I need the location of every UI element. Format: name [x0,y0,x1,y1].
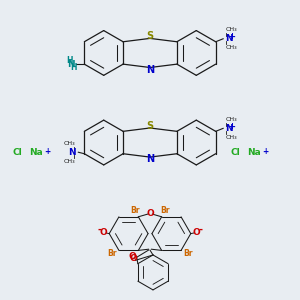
Text: O: O [129,252,136,261]
Text: O: O [130,254,137,263]
Text: -: - [199,224,203,234]
Text: +: + [262,147,268,156]
Text: CH₃: CH₃ [63,159,75,164]
Text: Na: Na [247,148,261,158]
Text: +: + [228,32,235,41]
Text: N: N [67,60,75,69]
Text: -: - [98,224,102,234]
Text: CH₃: CH₃ [225,45,237,50]
Text: Cl: Cl [13,148,22,158]
Text: N: N [68,148,75,157]
Text: CH₃: CH₃ [63,141,75,146]
Text: CH₃: CH₃ [225,27,237,32]
Text: Na: Na [29,148,43,158]
Text: N: N [146,154,154,164]
Text: O: O [192,228,200,237]
Text: Br: Br [183,249,192,258]
Text: O: O [100,228,108,237]
Text: N: N [146,65,154,75]
Text: Br: Br [160,206,169,215]
Text: N: N [225,124,232,133]
Text: +: + [228,122,235,131]
Text: Br: Br [130,206,140,215]
Text: CH₃: CH₃ [225,135,237,140]
Text: N: N [225,34,232,43]
Text: S: S [146,31,154,41]
Text: Cl: Cl [231,148,240,158]
Text: O: O [146,209,154,218]
Text: CH₃: CH₃ [225,117,237,122]
Text: H: H [70,63,77,72]
Text: S: S [146,121,154,130]
Text: Br: Br [108,249,117,258]
Text: +: + [44,147,50,156]
Text: H: H [66,56,73,65]
